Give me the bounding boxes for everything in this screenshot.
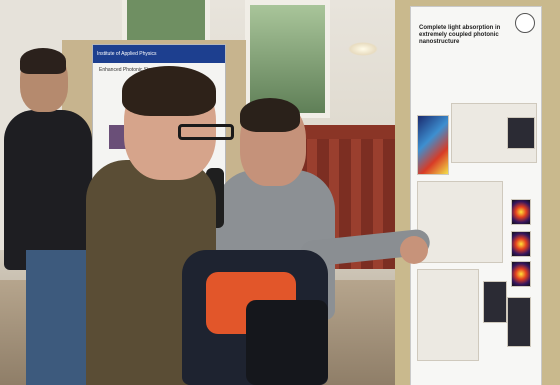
black-bag	[246, 300, 328, 385]
person-left-jeans	[26, 250, 90, 385]
poster-right: Complete light absorption in extremely c…	[410, 6, 542, 385]
poster-figure-spot-1	[511, 199, 531, 225]
person-center-hair	[122, 66, 216, 116]
poster-left-header: Institute of Applied Physics	[93, 45, 225, 63]
poster-figure-pattern-1	[483, 281, 507, 323]
poster-figure-thermal	[417, 115, 449, 175]
poster-right-title: Complete light absorption in extremely c…	[419, 25, 501, 45]
wall-lamp	[348, 42, 378, 56]
person-left-hair	[20, 48, 66, 74]
person-right-hair	[240, 98, 300, 132]
person-right-hand	[400, 236, 428, 264]
poster-figure-spot-2	[511, 231, 531, 257]
window-left	[122, 0, 210, 45]
glasses	[178, 124, 234, 140]
person-left-jacket	[4, 110, 92, 270]
poster-figure-text	[417, 269, 479, 361]
poster-figure-spot-3	[511, 261, 531, 287]
poster-figure-pattern-2	[507, 297, 531, 347]
university-seal-icon	[515, 13, 535, 33]
poster-figure-dark	[507, 117, 535, 149]
poster-figure-graphs	[417, 181, 503, 263]
poster-left-title: Enhanced Photonic Structures	[99, 67, 167, 73]
